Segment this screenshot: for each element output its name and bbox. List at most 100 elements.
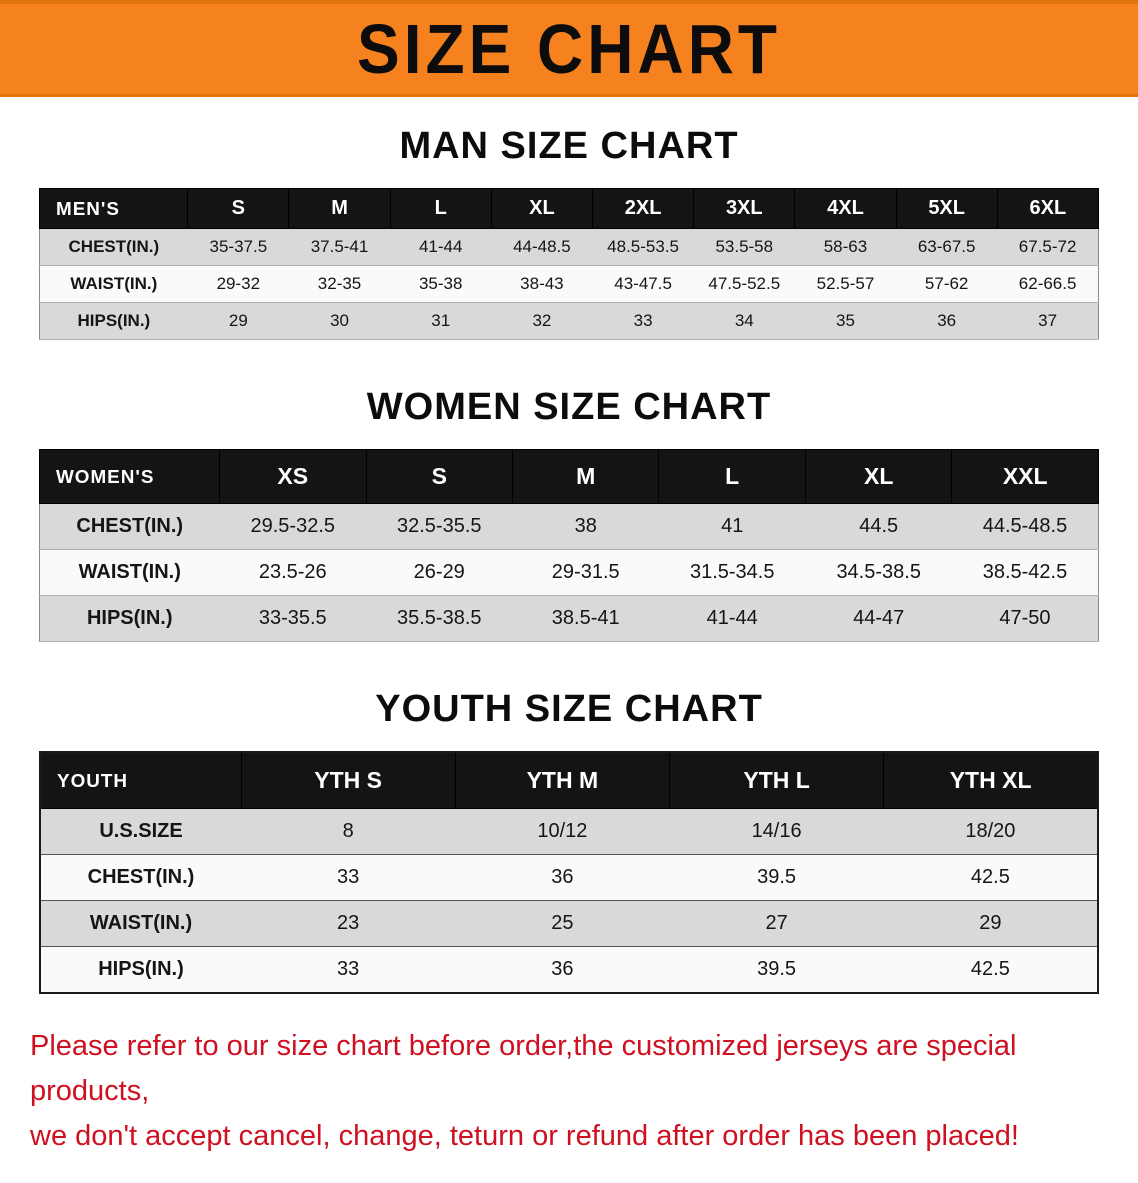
size-value-cell: 25	[455, 900, 670, 947]
size-column-header: XL	[490, 188, 594, 229]
size-value-cell: 36	[896, 302, 998, 340]
size-column-header: YTH L	[668, 751, 885, 809]
table-row: HIPS(IN.) 33 36 39.5 42.5	[40, 946, 1098, 994]
size-value-cell: 44.5	[805, 503, 952, 550]
size-value-cell: 31	[390, 302, 492, 340]
size-value-cell: 33-35.5	[219, 595, 366, 642]
size-value-cell: 32.5-35.5	[366, 503, 513, 550]
size-column-header: XS	[219, 449, 367, 504]
size-value-cell: 47-50	[951, 595, 1099, 642]
size-value-cell: 44-48.5	[491, 228, 593, 266]
size-column-header: YTH S	[240, 751, 456, 809]
size-column-header: 2XL	[591, 188, 695, 229]
size-value-cell: 33	[592, 302, 694, 340]
size-value-cell: 29	[883, 900, 1098, 947]
size-value-cell: 41	[658, 503, 806, 550]
row-label-cell: HIPS(IN.)	[39, 302, 188, 340]
row-label-cell: U.S.SIZE	[40, 808, 242, 855]
size-value-cell: 41-44	[658, 595, 806, 642]
size-column-header: M	[288, 188, 391, 229]
size-table-youth: YOUTH YTH S YTH M YTH L YTH XL U.S.SIZE 8 10/12…	[39, 751, 1099, 994]
size-value-cell: 42.5	[883, 946, 1098, 994]
size-value-cell: 38-43	[491, 265, 593, 303]
row-label-cell: WAIST(IN.)	[39, 549, 220, 596]
disclaimer: Please refer to our size chart before or…	[0, 1024, 1138, 1183]
size-value-cell: 58-63	[794, 228, 897, 266]
size-value-cell: 18/20	[883, 808, 1098, 855]
table-title-cell: WOMEN'S	[38, 449, 221, 504]
size-value-cell: 67.5-72	[997, 228, 1099, 266]
size-column-header: S	[365, 449, 513, 504]
size-column-header: 5XL	[895, 188, 998, 229]
size-value-cell: 42.5	[883, 854, 1098, 901]
size-value-cell: 8	[241, 808, 456, 855]
table-row: CHEST(IN.) 33 36 39.5 42.5	[40, 854, 1098, 901]
table-title-cell: MEN'S	[38, 188, 189, 229]
disclaimer-line-1: Please refer to our size chart before or…	[30, 1030, 1017, 1107]
size-value-cell: 29-31.5	[512, 549, 659, 596]
table-row: U.S.SIZE 8 10/12 14/16 18/20	[40, 808, 1098, 855]
table-row: CHEST(IN.) 29.5-32.5 32.5-35.5 38 41 44.5 44.5…	[39, 503, 1099, 550]
size-value-cell: 37	[997, 302, 1099, 340]
table-row: WAIST(IN.) 29-32 32-35 35-38 38-43 43-47.5 47.…	[39, 265, 1099, 303]
size-value-cell: 48.5-53.5	[592, 228, 694, 266]
size-value-cell: 27	[669, 900, 884, 947]
section-title-women: WOMEN SIZE CHART	[366, 386, 772, 428]
table-row: WAIST(IN.) 23 25 27 29	[40, 900, 1098, 947]
size-value-cell: 38	[512, 503, 659, 550]
row-label-cell: CHEST(IN.)	[39, 503, 220, 550]
size-value-cell: 36	[455, 854, 670, 901]
row-label-cell: HIPS(IN.)	[40, 946, 242, 994]
size-value-cell: 29-32	[187, 265, 289, 303]
size-value-cell: 23.5-26	[219, 549, 366, 596]
table-header-row: MEN'S S M L XL 2XL 3XL 4XL 5XL 6XL	[38, 188, 1100, 229]
size-column-header: 3XL	[693, 188, 796, 229]
size-chart-sections: MAN SIZE CHART MEN'S S M L XL 2XL 3XL 4XL 5XL 6XL C…	[0, 125, 1138, 994]
size-value-cell: 32-35	[288, 265, 391, 303]
size-value-cell: 29.5-32.5	[219, 503, 366, 550]
size-value-cell: 33	[241, 854, 456, 901]
size-value-cell: 47.5-52.5	[693, 265, 795, 303]
size-column-header: L	[658, 449, 806, 504]
size-value-cell: 62-66.5	[997, 265, 1099, 303]
page-title: SIZE CHART	[357, 10, 781, 88]
size-value-cell: 14/16	[669, 808, 884, 855]
size-value-cell: 52.5-57	[794, 265, 897, 303]
table-header-row: WOMEN'S XS S M L XL XXL	[38, 449, 1099, 504]
size-chart-section-men: MAN SIZE CHART MEN'S S M L XL 2XL 3XL 4XL 5XL 6XL C…	[0, 125, 1138, 340]
size-value-cell: 29	[187, 302, 289, 340]
size-value-cell: 39.5	[669, 854, 884, 901]
size-column-header: XL	[804, 449, 953, 504]
row-label-cell: CHEST(IN.)	[40, 854, 242, 901]
size-column-header: XXL	[951, 449, 1099, 504]
size-value-cell: 38.5-41	[512, 595, 659, 642]
size-column-header: YTH M	[454, 751, 670, 809]
size-value-cell: 10/12	[455, 808, 670, 855]
size-value-cell: 38.5-42.5	[951, 549, 1099, 596]
size-column-header: M	[511, 449, 660, 504]
size-value-cell: 35	[794, 302, 897, 340]
size-chart-section-youth: YOUTH SIZE CHART YOUTH YTH S YTH M YTH L YTH …	[0, 688, 1138, 994]
size-value-cell: 34.5-38.5	[805, 549, 952, 596]
size-value-cell: 30	[288, 302, 391, 340]
size-column-header: YTH XL	[883, 751, 1099, 809]
size-chart-banner: SIZE CHART	[0, 0, 1138, 97]
disclaimer-line-2: we don't accept cancel, change, teturn o…	[30, 1119, 1019, 1152]
size-table-men: MEN'S S M L XL 2XL 3XL 4XL 5XL 6XL CHEST(IN.) 35-37…	[38, 188, 1100, 340]
size-value-cell: 35.5-38.5	[366, 595, 513, 642]
row-label-cell: CHEST(IN.)	[39, 228, 188, 266]
size-value-cell: 23	[241, 900, 456, 947]
size-value-cell: 53.5-58	[693, 228, 795, 266]
size-value-cell: 32	[491, 302, 593, 340]
row-label-cell: HIPS(IN.)	[39, 595, 220, 642]
size-table-women: WOMEN'S XS S M L XL XXL CHEST(IN.) 29.5-32.5 32.5…	[38, 449, 1099, 642]
section-title-youth: YOUTH SIZE CHART	[375, 688, 763, 730]
size-column-header: 6XL	[996, 188, 1100, 229]
table-row: CHEST(IN.) 35-37.5 37.5-41 41-44 44-48.5 48.5…	[39, 228, 1099, 266]
size-value-cell: 39.5	[669, 946, 884, 994]
size-chart-section-women: WOMEN SIZE CHART WOMEN'S XS S M L XL XXL CHEST(I…	[0, 386, 1138, 642]
table-row: HIPS(IN.) 29 30 31 32 33 34 35 36 37	[39, 302, 1099, 340]
size-value-cell: 35-37.5	[187, 228, 289, 266]
section-title-men: MAN SIZE CHART	[399, 125, 739, 167]
row-label-cell: WAIST(IN.)	[40, 900, 242, 947]
